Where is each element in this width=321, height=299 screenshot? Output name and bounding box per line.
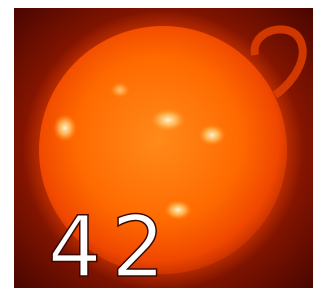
tile: 42 (0, 0, 321, 299)
number-label: 42 (48, 198, 175, 296)
page: 42 {"text": "42"} (() => { const data = … (0, 0, 321, 299)
